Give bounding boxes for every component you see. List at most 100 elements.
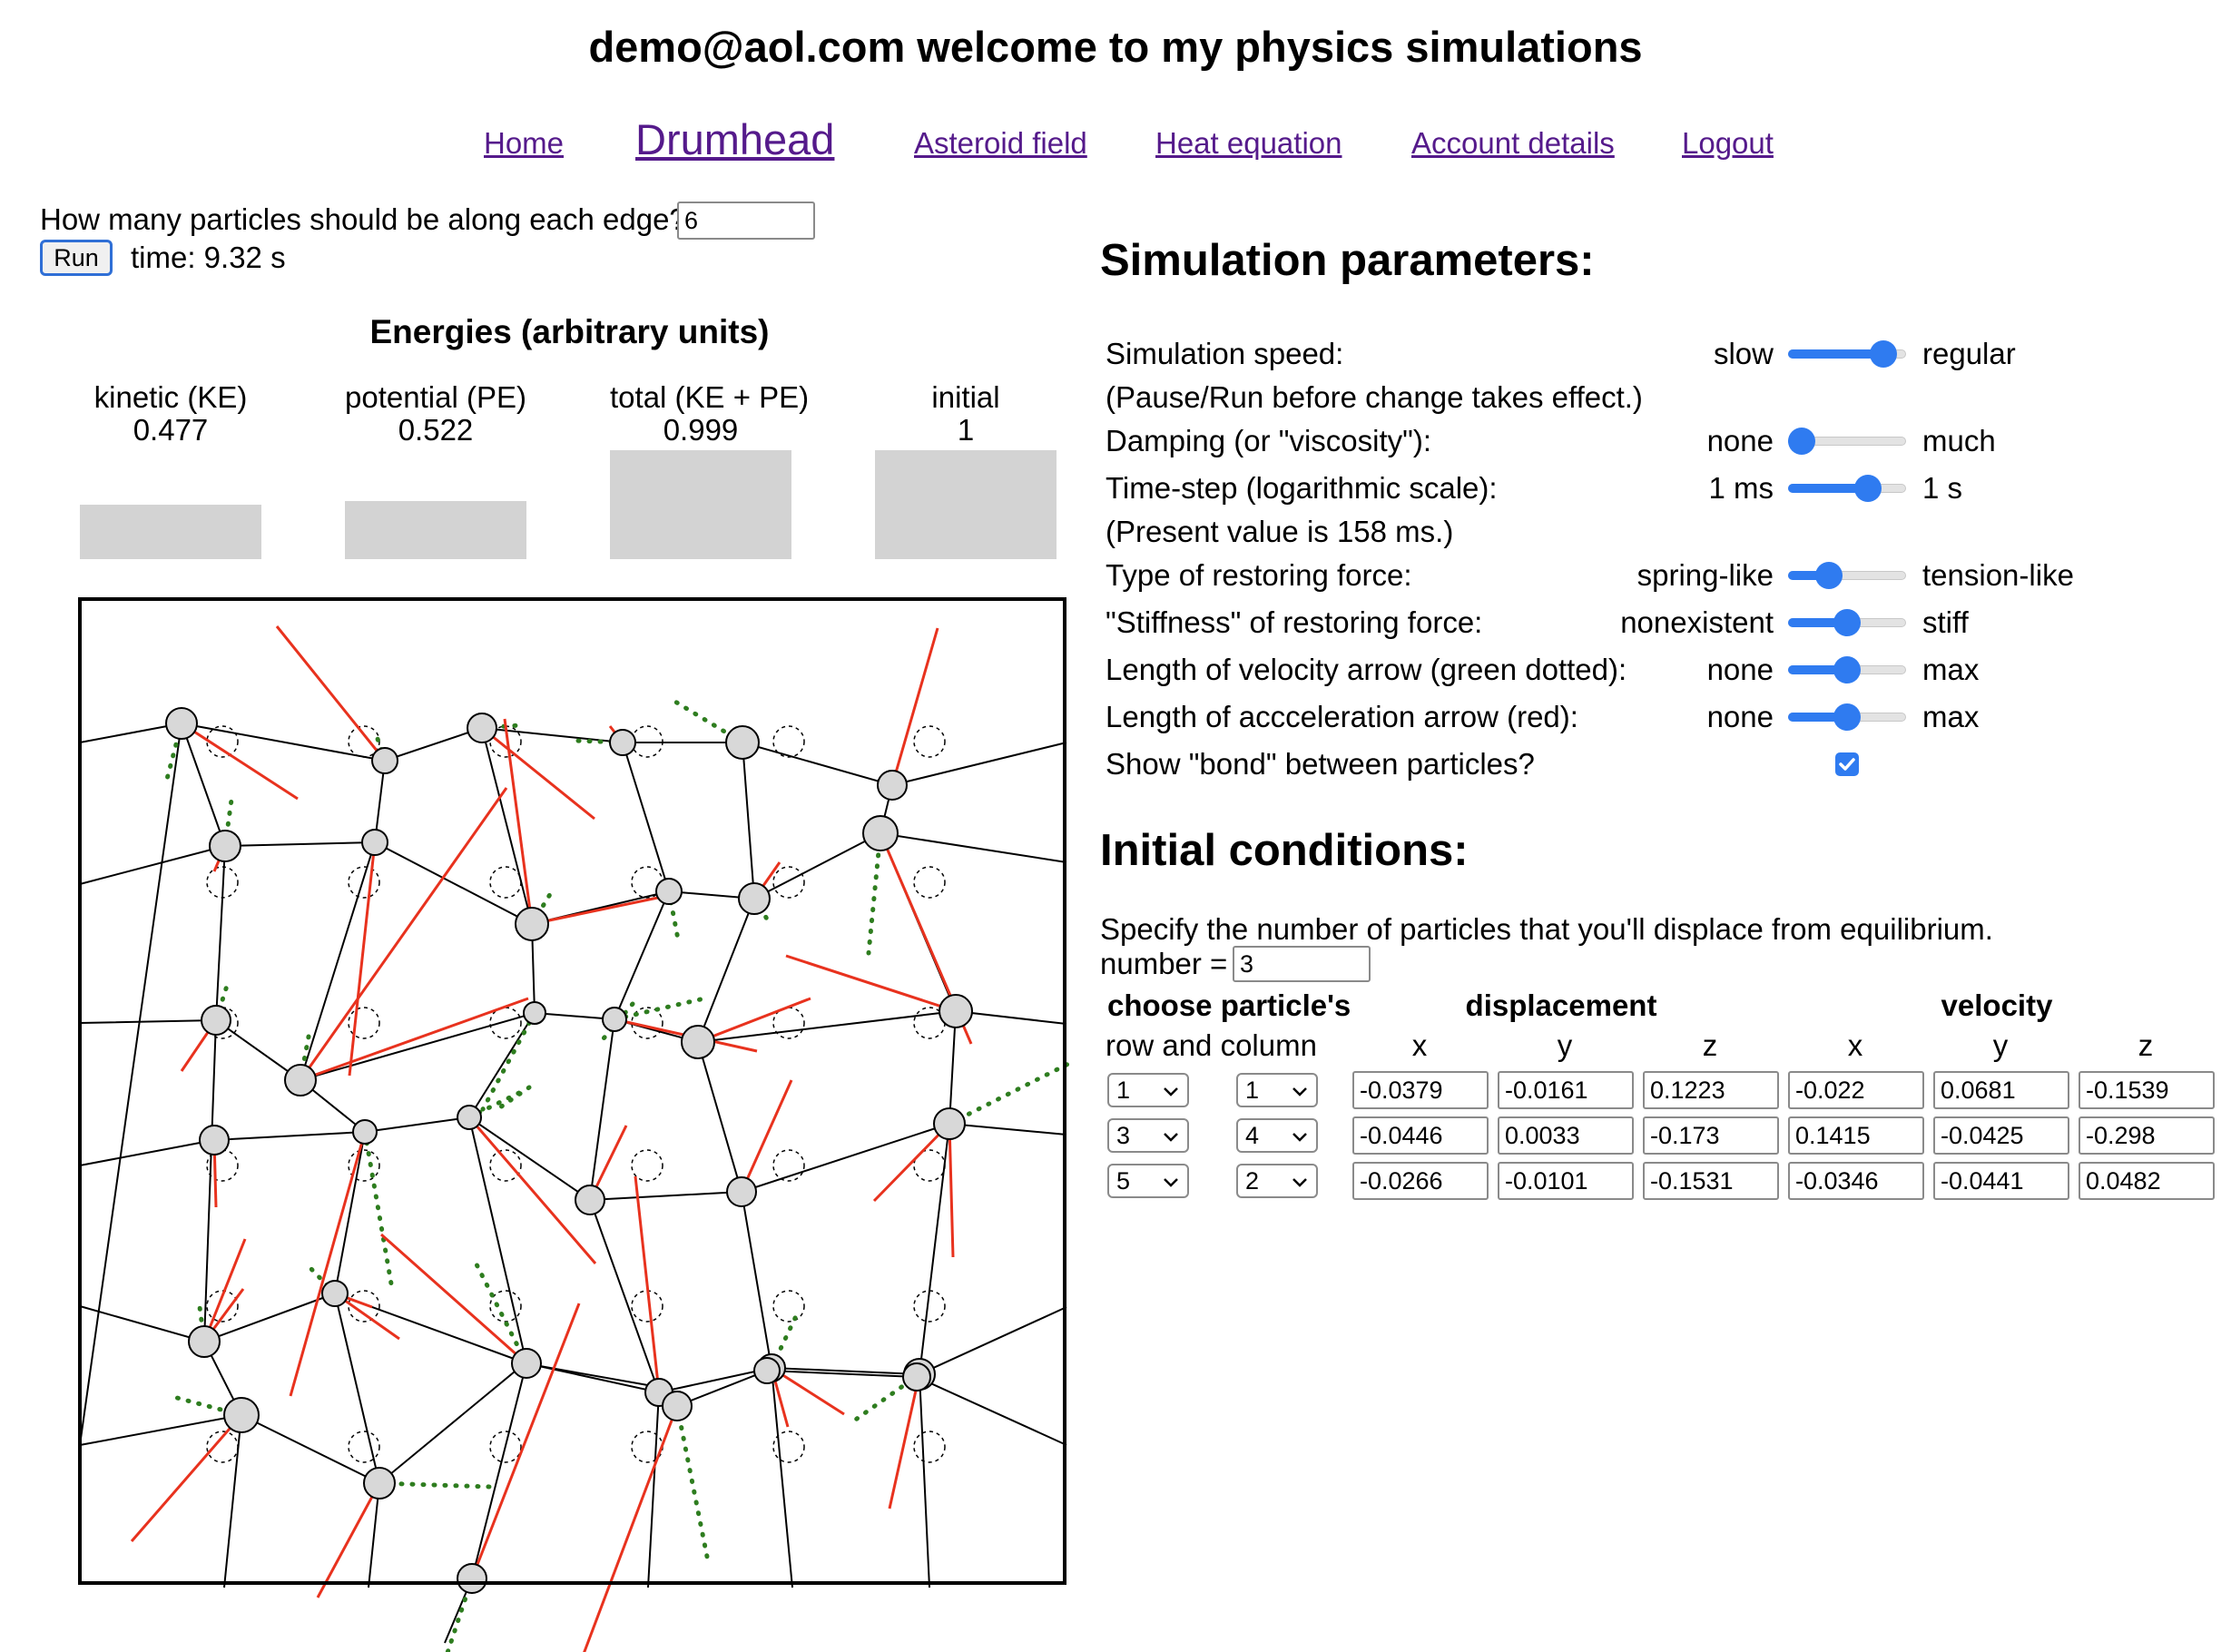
edge-count-input[interactable] [677,202,815,240]
disp-y-header: y [1557,1028,1573,1062]
vel-x-input[interactable] [1788,1071,1924,1109]
energy-total-value: 0.999 [663,413,739,447]
initial-instruction: Specify the number of particles that you… [1100,912,1993,946]
nav-drumhead-link[interactable]: Drumhead [635,115,835,163]
velocity-arrow-label: Length of velocity arrow (green dotted): [1106,653,1627,686]
chevron-down-icon [1292,1133,1307,1142]
row-select[interactable]: 5 [1107,1164,1189,1198]
force-type-slider[interactable] [1788,562,1906,589]
speed-slider-knob[interactable] [1870,340,1897,368]
energy-initial-bar [875,450,1057,559]
disp-z-input[interactable] [1643,1071,1779,1109]
energies-title: Energies (arbitrary units) [369,313,770,350]
disp-y-input[interactable] [1498,1116,1634,1155]
row-select-value: 5 [1116,1167,1131,1195]
nav-heat-equation-link[interactable]: Heat equation [1155,126,1342,160]
vel-y-header: y [1992,1028,2009,1062]
acceleration-arrow-max-label: max [1922,700,1980,733]
disp-x-input[interactable] [1352,1071,1489,1109]
time-readout: time: 9.32 s [131,241,286,274]
column-select[interactable]: 2 [1236,1164,1318,1198]
damping-slider[interactable] [1788,428,1906,455]
nav-account-details-link[interactable]: Account details [1411,126,1615,160]
timestep-slider-knob[interactable] [1854,475,1882,502]
vel-x-input[interactable] [1788,1116,1924,1155]
sim-params-title: Simulation parameters: [1100,236,1595,285]
stiffness-min-label: nonexistent [1620,605,1774,639]
speed-slider[interactable] [1788,340,1906,368]
disp-y-input[interactable] [1498,1162,1634,1200]
bond-label: Show "bond" between particles? [1106,747,1535,781]
stiffness-max-label: stiff [1922,605,1969,639]
acceleration-arrows [130,625,973,1652]
page-title: demo@aol.com welcome to my physics simul… [588,23,1643,71]
chevron-down-icon [1164,1133,1178,1142]
force-type-min-label: spring-like [1636,558,1774,592]
vel-z-input[interactable] [2079,1116,2215,1155]
vel-z-input[interactable] [2079,1071,2215,1109]
column-select-value: 4 [1245,1122,1260,1149]
row-select[interactable]: 3 [1107,1118,1189,1153]
bond-checkbox[interactable] [1835,752,1859,776]
force-type-max-label: tension-like [1922,558,2074,592]
column-select[interactable]: 1 [1236,1073,1318,1107]
damping-min-label: none [1706,424,1774,457]
particles [165,707,973,1594]
acceleration-arrow-label: Length of accceleration arrow (red): [1106,700,1578,733]
disp-z-input[interactable] [1643,1162,1779,1200]
speed-max-label: regular [1922,337,2016,370]
run-button[interactable]: Run [40,240,113,276]
row-select[interactable]: 1 [1107,1073,1189,1107]
chevron-down-icon [1164,1087,1178,1096]
displacement-header: displacement [1465,988,1657,1022]
stiffness-slider[interactable] [1788,609,1906,636]
check-icon [1839,758,1855,771]
energy-kinetic-label: kinetic (KE) [93,380,248,414]
acceleration-arrow-slider-knob[interactable] [1833,703,1861,731]
energy-initial-label: initial [931,380,1000,414]
energy-kinetic-value: 0.477 [133,413,209,447]
timestep-min-label: 1 ms [1708,471,1774,505]
nav-logout-link[interactable]: Logout [1682,126,1774,160]
damping-max-label: much [1922,424,1996,457]
disp-x-header: x [1411,1028,1428,1062]
energy-potential-label: potential (PE) [345,380,526,414]
velocity-header: velocity [1941,988,2053,1022]
energy-kinetic: kinetic (KE) 0.477 [80,381,261,559]
vel-z-header: z [2138,1028,2154,1062]
force-type-slider-knob[interactable] [1815,562,1843,589]
vel-x-input[interactable] [1788,1162,1924,1200]
initial-conditions-title: Initial conditions: [1100,826,1469,875]
number-input[interactable] [1233,946,1371,982]
energy-potential-bar [345,501,526,559]
chevron-down-icon [1164,1178,1178,1187]
vel-y-input[interactable] [1933,1071,2069,1109]
stiffness-slider-knob[interactable] [1833,609,1861,636]
acceleration-arrow-slider[interactable] [1788,703,1906,731]
vel-y-input[interactable] [1933,1116,2069,1155]
drumhead-canvas[interactable] [0,581,1116,1652]
vel-z-input[interactable] [2079,1162,2215,1200]
disp-x-input[interactable] [1352,1116,1489,1155]
disp-z-input[interactable] [1643,1116,1779,1155]
disp-x-input[interactable] [1352,1162,1489,1200]
acceleration-arrow-min-label: none [1706,700,1774,733]
velocity-arrow-max-label: max [1922,653,1980,686]
velocity-arrow-slider[interactable] [1788,656,1906,683]
disp-z-header: z [1702,1028,1718,1062]
vel-x-header: x [1847,1028,1863,1062]
damping-slider-knob[interactable] [1788,428,1815,455]
stiffness-label: "Stiffness" of restoring force: [1106,605,1483,639]
column-select[interactable]: 4 [1236,1118,1318,1153]
nav-home-link[interactable]: Home [484,126,565,160]
velocity-arrow-slider-knob[interactable] [1833,656,1861,683]
disp-y-input[interactable] [1498,1071,1634,1109]
edge-count-label: How many particles should be along each … [40,202,686,236]
timestep-max-label: 1 s [1922,471,1963,505]
vel-y-input[interactable] [1933,1162,2069,1200]
drumhead-frame [78,597,1066,1585]
energy-total: total (KE + PE) 0.999 [610,381,809,559]
energy-potential: potential (PE) 0.522 [345,381,526,559]
nav-asteroid-field-link[interactable]: Asteroid field [914,126,1087,160]
timestep-slider[interactable] [1788,475,1906,502]
